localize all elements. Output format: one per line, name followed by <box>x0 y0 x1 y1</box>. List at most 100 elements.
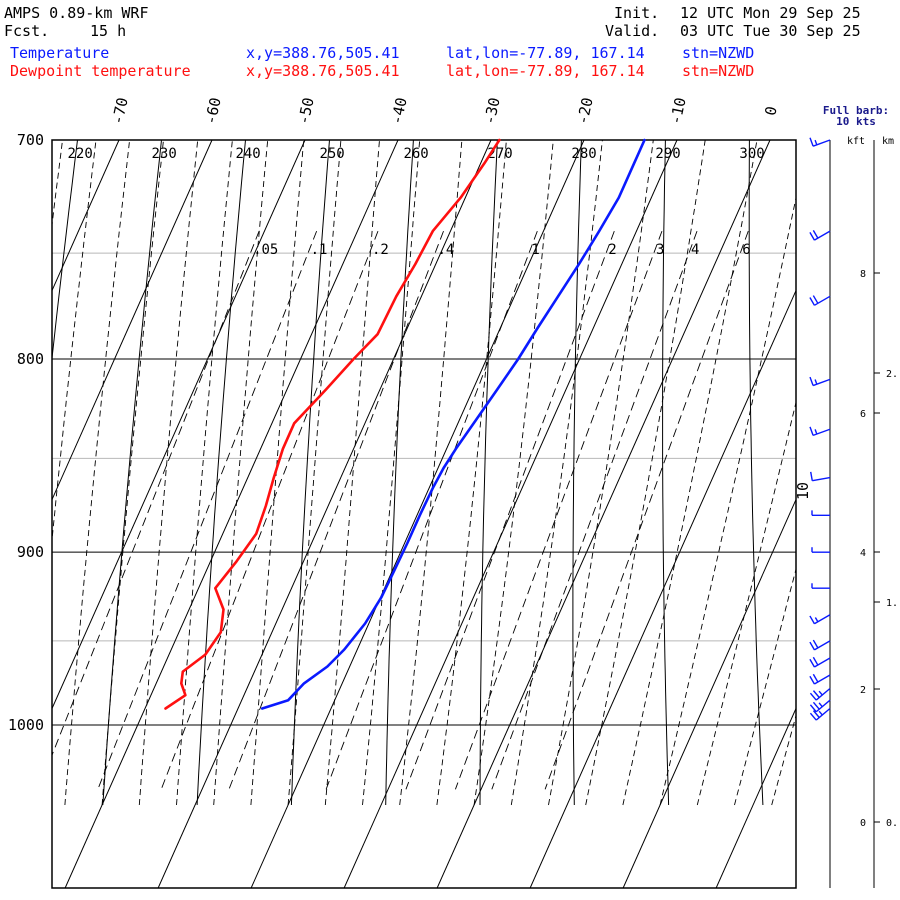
moist-adiabat-line <box>138 140 199 806</box>
wind-barb-flag <box>814 379 818 385</box>
wind-barb-flag <box>818 690 823 696</box>
isotherm-tick-label: -30 <box>480 96 503 126</box>
pressure-tick-label: 800 <box>17 350 44 368</box>
legend-dewpoint-name: Dewpoint temperature <box>10 62 191 80</box>
wind-barb-staff <box>814 614 831 625</box>
mixing-ratio-label: .1 <box>311 242 328 258</box>
isotherm-tick-label: -70 <box>108 96 131 126</box>
legend-temperature-xy: x,y=388.76,505.41 <box>246 44 400 62</box>
moist-adiabat-line <box>846 116 900 805</box>
wind-barb-flag <box>809 231 816 241</box>
moist-adiabat-line <box>324 140 380 806</box>
legend-dewpoint-xy: x,y=388.76,505.41 <box>246 62 400 80</box>
kft-tick-label: 0 <box>860 818 866 829</box>
wind-barb <box>811 583 830 589</box>
wind-barb-flag <box>818 702 823 708</box>
isotherm-tick-label: -40 <box>387 96 410 126</box>
wind-barb-flag <box>809 712 817 721</box>
isotherm-line <box>52 140 213 501</box>
init-time: 12 UTC Mon 29 Sep 25 <box>680 4 861 22</box>
isotherm-tick-label: -60 <box>201 96 224 126</box>
km-axis-label: km <box>882 136 894 147</box>
diagram-background-lines <box>0 116 900 888</box>
wind-panel-title-line2: 10 kts <box>836 115 876 128</box>
dry-adiabat-line <box>833 116 857 805</box>
km-tick-label: 2. <box>886 369 898 380</box>
wind-barb-flag <box>818 710 823 716</box>
dry-adiabat-label: 230 <box>151 146 176 162</box>
dry-adiabat-label: 240 <box>235 146 260 162</box>
wind-panel-title-line1: Full barb: <box>823 104 889 117</box>
wind-barb-flag <box>810 471 813 481</box>
wind-barb <box>809 376 831 387</box>
wind-barb-flag <box>809 641 816 651</box>
wind-barb <box>809 230 831 241</box>
dry-adiabat-line <box>748 140 764 806</box>
dry-adiabat-label: 280 <box>571 146 596 162</box>
wind-barb-staff <box>814 657 831 668</box>
wind-barb-flag <box>809 692 817 701</box>
moist-adiabat-line <box>473 140 554 806</box>
moist-adiabat-line <box>0 116 32 805</box>
isotherm-tick-label: 0 <box>761 105 780 118</box>
moist-adiabat-line <box>659 195 796 806</box>
wind-barb <box>809 673 831 685</box>
isotherm-line <box>436 140 771 888</box>
kft-tick-label: 6 <box>860 409 866 420</box>
mixing-ratio-label: .4 <box>438 242 455 258</box>
dewpoint-profile-line <box>164 138 501 710</box>
dry-adiabat-line <box>196 140 247 806</box>
mixing-ratio-label: 1 <box>531 242 539 258</box>
moist-adiabat-line <box>771 713 796 806</box>
dry-adiabat-label: 290 <box>655 146 680 162</box>
dry-adiabat-line <box>52 140 79 363</box>
moist-adiabat-line <box>52 140 97 545</box>
wind-barb-flag <box>809 297 816 306</box>
wind-barb-flag <box>809 376 814 386</box>
mixing-ratio-label: 6 <box>742 242 750 258</box>
kft-axis-label: kft <box>847 136 865 147</box>
legend-temperature-name: Temperature <box>10 44 110 62</box>
wind-barb-staff <box>815 707 831 721</box>
pressure-tick-label: 900 <box>17 543 44 561</box>
wind-barb-staff <box>814 640 831 651</box>
wind-barb-flag <box>809 615 816 625</box>
isotherm-line <box>250 140 585 888</box>
mixing-ratio-line <box>52 230 260 757</box>
wind-barb <box>809 699 831 713</box>
mixing-ratio-line <box>97 230 318 790</box>
moist-adiabat-line <box>176 140 233 806</box>
wind-barb-flag <box>812 673 819 683</box>
moist-adiabat-line <box>213 140 269 806</box>
wind-barb-flag <box>814 429 818 435</box>
moist-adiabat-line <box>52 140 63 229</box>
wind-barb-staff <box>812 476 831 482</box>
mixing-ratio-label: 4 <box>691 242 699 258</box>
moist-adiabat-line <box>696 400 796 806</box>
moist-adiabat-line <box>399 140 463 806</box>
moist-adiabat-line <box>734 567 796 806</box>
kft-tick-label: 8 <box>860 269 866 280</box>
isotherm-tick-label: -20 <box>573 96 596 126</box>
mixing-ratio-side-label: 10 <box>794 482 812 500</box>
moist-adiabat-line <box>585 140 706 806</box>
wind-barb-flag <box>809 658 816 668</box>
km-tick-label: 0. <box>886 818 898 829</box>
wind-barb <box>811 547 830 553</box>
valid-time: 03 UTC Tue 30 Sep 25 <box>680 22 861 40</box>
moist-adiabat-line <box>362 140 421 806</box>
moist-adiabat-line <box>250 140 305 806</box>
wind-barb-flag <box>812 710 820 718</box>
dry-adiabat-line <box>479 140 498 806</box>
kft-tick-label: 4 <box>860 548 866 559</box>
dry-adiabat-line <box>385 140 414 806</box>
dry-adiabat-line <box>662 140 670 806</box>
plot-frame <box>51 139 875 889</box>
isotherm-line <box>52 140 306 710</box>
wind-barb <box>809 137 831 147</box>
sounding-profiles <box>164 138 646 710</box>
wind-barb-flag <box>812 701 820 710</box>
moist-adiabat-line <box>809 116 900 805</box>
